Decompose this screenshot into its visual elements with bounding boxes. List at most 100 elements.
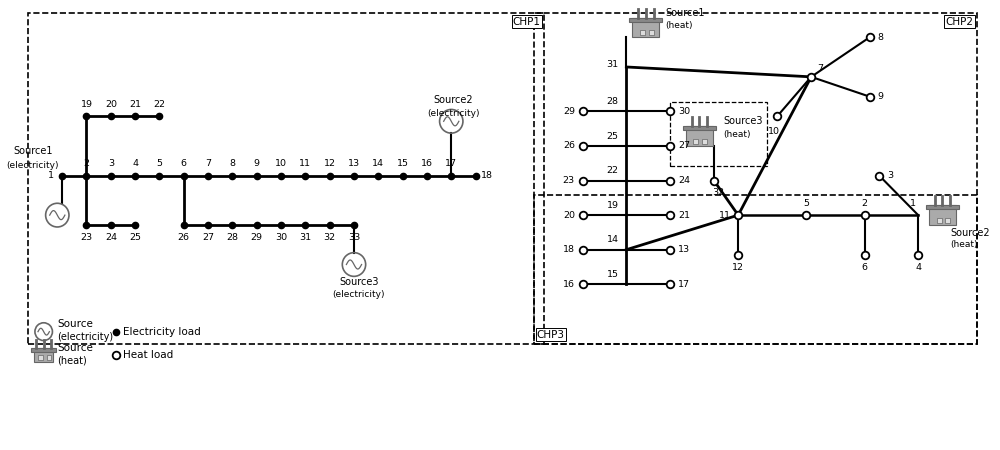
Text: 13: 13 [348,159,360,168]
Text: 16: 16 [563,280,575,289]
Text: 31: 31 [299,234,311,243]
Text: (heat): (heat) [724,130,751,139]
Text: 13: 13 [678,245,690,254]
Text: 10: 10 [275,159,287,168]
Bar [937,218,942,223]
Text: 14: 14 [372,159,384,168]
Text: 30: 30 [678,107,690,116]
Bar [34,348,53,362]
Text: 25: 25 [129,234,141,243]
Text: Source1: Source1 [13,146,53,156]
Text: (heat): (heat) [950,240,978,249]
Text: 27: 27 [678,141,690,150]
Text: 22: 22 [607,166,619,175]
Text: 22: 22 [153,100,165,109]
Text: CHP3: CHP3 [537,329,565,340]
Bar [929,205,956,225]
Bar [38,356,43,360]
Text: Source: Source [57,343,93,353]
Text: 5: 5 [803,199,809,208]
Text: 29: 29 [563,107,575,116]
Text: CHP1: CHP1 [513,17,541,27]
Text: 24: 24 [678,176,690,185]
Text: 9: 9 [254,159,260,168]
Text: (electricity): (electricity) [333,290,385,299]
Bar [629,18,662,22]
Text: 8: 8 [877,33,883,42]
Text: 25: 25 [607,131,619,140]
Text: 20: 20 [105,100,117,109]
Text: 29: 29 [251,234,263,243]
Text: 8: 8 [229,159,235,168]
Text: 7: 7 [817,64,823,73]
Text: 3: 3 [108,159,114,168]
Text: 14: 14 [607,235,619,244]
Text: 6: 6 [181,159,187,168]
Bar [47,356,51,360]
Text: 5: 5 [156,159,162,168]
Text: (electricity): (electricity) [427,109,479,118]
Text: 21: 21 [678,211,690,220]
Bar [640,31,645,36]
Text: 31: 31 [606,59,619,68]
Text: 26: 26 [178,234,190,243]
Text: Source3: Source3 [724,116,763,126]
Text: Electricity load: Electricity load [123,327,201,337]
Text: 28: 28 [607,97,619,106]
Text: 32: 32 [324,234,336,243]
Text: 15: 15 [397,159,409,168]
Text: 20: 20 [563,211,575,220]
Text: Source1: Source1 [665,8,705,18]
Bar [702,139,707,144]
Text: CHP2: CHP2 [946,17,974,27]
Text: Heat load: Heat load [123,351,174,360]
Text: 18: 18 [481,171,493,180]
Bar [945,218,950,223]
Text: 19: 19 [607,201,619,210]
Text: 26: 26 [563,141,575,150]
Text: 12: 12 [324,159,336,168]
Bar [683,126,716,130]
Text: 32: 32 [713,188,725,197]
Text: 17: 17 [445,159,457,168]
Text: Source: Source [57,319,93,329]
Text: (heat): (heat) [57,356,87,365]
Text: (heat): (heat) [665,21,693,30]
Bar [693,139,698,144]
Text: 19: 19 [80,100,92,109]
Text: 11: 11 [299,159,311,168]
Bar [649,31,654,36]
Text: 2: 2 [862,199,868,208]
Text: (electricity): (electricity) [7,161,59,170]
Text: 33: 33 [348,234,360,243]
Text: 23: 23 [563,176,575,185]
Text: (electricity): (electricity) [57,332,113,342]
Text: 18: 18 [563,245,575,254]
Text: 11: 11 [718,211,730,220]
Bar [686,126,713,146]
Text: 24: 24 [105,234,117,243]
Bar [926,205,959,209]
Text: 6: 6 [862,263,868,272]
Text: 30: 30 [275,234,287,243]
Text: 4: 4 [915,263,921,272]
Text: 2: 2 [83,159,89,168]
Text: 1: 1 [910,199,916,208]
Text: 12: 12 [732,263,744,272]
Text: 7: 7 [205,159,211,168]
Text: 16: 16 [421,159,433,168]
Text: 28: 28 [226,234,238,243]
Bar [632,18,659,37]
Text: 21: 21 [129,100,141,109]
Text: 17: 17 [678,280,690,289]
Text: 1: 1 [48,171,54,180]
Text: 10: 10 [768,126,780,135]
Text: Source2: Source2 [433,94,473,104]
Text: Source3: Source3 [339,277,379,287]
Bar [31,348,56,352]
Text: 23: 23 [80,234,93,243]
Text: 9: 9 [877,92,883,101]
Text: Source2: Source2 [950,228,990,238]
Text: 27: 27 [202,234,214,243]
Text: 4: 4 [132,159,138,168]
